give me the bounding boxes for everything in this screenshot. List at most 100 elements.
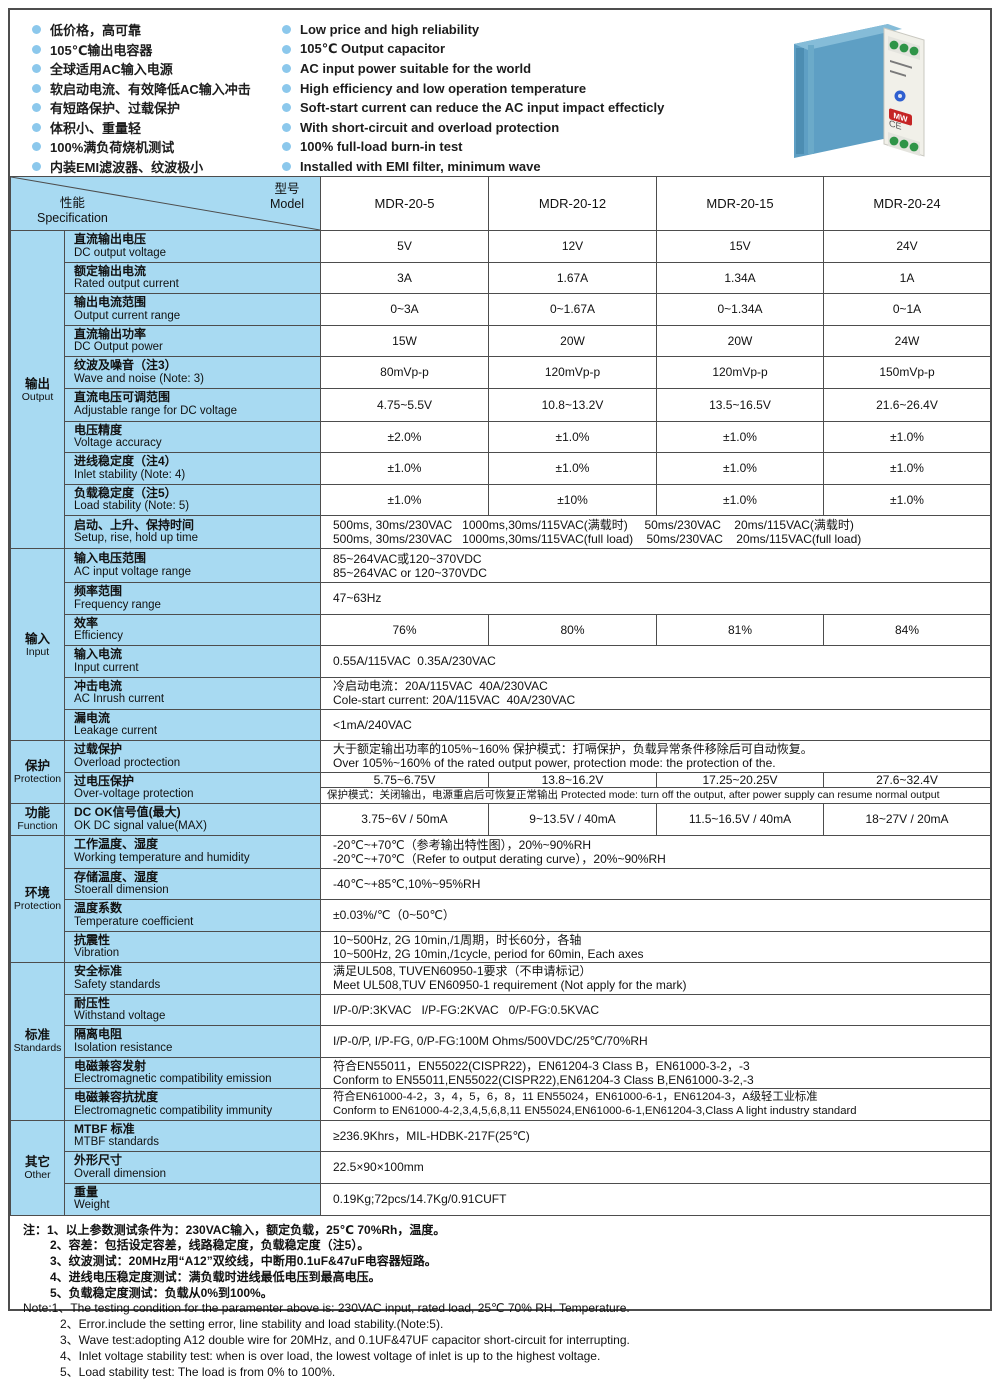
cell-value: 4.75~5.5V xyxy=(321,388,489,421)
cell-value-span: -40℃~+85℃,10%~95%RH xyxy=(321,868,991,900)
cell-value: ±1.0% xyxy=(824,484,991,516)
cell-value: 0~1.34A xyxy=(657,294,824,326)
note-line: 3、纹波测试：20MHz用“A12”双绞线，中断用0.1uF&47uF电容器短路… xyxy=(23,1254,990,1270)
cell-value: 15W xyxy=(321,325,489,357)
cell-value-span: ±0.03%/℃（0~50℃） xyxy=(321,900,991,932)
cell-value: 9~13.5V / 40mA xyxy=(489,804,657,836)
cell-value: 13.8~16.2V xyxy=(489,772,657,787)
cell-value-span: 保护模式：关闭输出，电源重启后可恢复正常输出 Protected mode: t… xyxy=(321,787,991,803)
cell-value: 27.6~32.4V xyxy=(824,772,991,787)
cell-value: 0~1.67A xyxy=(489,294,657,326)
cell-value: 21.6~26.4V xyxy=(824,388,991,421)
features-list-zh: 低价格，高可靠 105℃输出电容器 全球适用AC输入电源 软启动电流、有效降低A… xyxy=(32,20,251,176)
cell-value: ±1.0% xyxy=(489,453,657,485)
bullet-icon xyxy=(282,64,291,73)
cell-value-span: 500ms, 30ms/230VAC 1000ms,30ms/115VAC(满载… xyxy=(321,516,991,549)
cell-value: 13.5~16.5V xyxy=(657,388,824,421)
cell-value: 11.5~16.5V / 40mA xyxy=(657,804,824,836)
feature-item: 低价格，高可靠 xyxy=(32,20,251,40)
cell-value: 5.75~6.75V xyxy=(321,772,489,787)
cell-value: 1.34A xyxy=(657,262,824,294)
note-line: 3、Wave test:adopting A12 double wire for… xyxy=(23,1333,990,1349)
feature-item: 内装EMI滤波器、纹波极小 xyxy=(32,157,251,177)
bullet-icon xyxy=(32,162,41,171)
cell-value: 5V xyxy=(321,231,489,263)
model-column-header: MDR-20-15 xyxy=(657,177,824,231)
bullet-icon xyxy=(32,45,41,54)
row-label: 纹波及噪音（注3）Wave and noise (Note: 3) xyxy=(65,357,321,389)
datasheet-page: 低价格，高可靠 105℃输出电容器 全球适用AC输入电源 软启动电流、有效降低A… xyxy=(8,8,992,1311)
note-line: 5、负载稳定度测试：负载从0%到100%。 xyxy=(23,1286,990,1302)
cell-value-span: 符合EN55011，EN55022(CISPR22)，EN61204-3 Cla… xyxy=(321,1057,991,1089)
bullet-icon xyxy=(282,162,291,171)
model-column-header: MDR-20-24 xyxy=(824,177,991,231)
bullet-icon xyxy=(32,25,41,34)
feature-item: Low price and high reliability xyxy=(282,20,664,40)
feature-item: 105℃ Output capacitor xyxy=(282,40,664,60)
cell-value-span: 47~63Hz xyxy=(321,583,991,615)
cell-value-span: ≥236.9Khrs，MIL-HDBK-217F(25℃) xyxy=(321,1120,991,1152)
cell-value-span: <1mA/240VAC xyxy=(321,709,991,741)
model-column-header: MDR-20-5 xyxy=(321,177,489,231)
cell-value: ±1.0% xyxy=(824,453,991,485)
cell-value: ±1.0% xyxy=(321,453,489,485)
cell-value: ±1.0% xyxy=(824,421,991,453)
feature-item: 体积小、重量轻 xyxy=(32,118,251,138)
note-line: 4、进线电压稳定度测试：满负载时进线最低电压到最高电压。 xyxy=(23,1270,990,1286)
row-label: DC OK信号值(最大)OK DC signal value(MAX) xyxy=(65,804,321,836)
cell-value: 76% xyxy=(321,614,489,646)
bullet-icon xyxy=(32,103,41,112)
bullet-icon xyxy=(282,142,291,151)
cell-value-span: 22.5×90×100mm xyxy=(321,1152,991,1184)
cell-value: 150mVp-p xyxy=(824,357,991,389)
note-line: 2、容差：包括设定容差，线路稳定度，负载稳定度（注5）。 xyxy=(23,1238,990,1254)
cell-value: 80mVp-p xyxy=(321,357,489,389)
cell-value-span: 满足UL508, TUVEN60950-1要求（不申请标记）Meet UL508… xyxy=(321,963,991,995)
cell-value: 1.67A xyxy=(489,262,657,294)
cell-value: 3.75~6V / 50mA xyxy=(321,804,489,836)
cell-value: 80% xyxy=(489,614,657,646)
bullet-icon xyxy=(32,142,41,151)
cell-value: ±2.0% xyxy=(321,421,489,453)
cell-value: 18~27V / 20mA xyxy=(824,804,991,836)
cell-value-span: I/P-0/P, I/P-FG, 0/P-FG:100M Ohms/500VDC… xyxy=(321,1026,991,1058)
note-line: Note:1、The testing condition for the par… xyxy=(23,1301,990,1317)
cell-value-span: I/P-0/P:3KVAC I/P-FG:2KVAC 0/P-FG:0.5KVA… xyxy=(321,994,991,1026)
feature-item: 全球适用AC输入电源 xyxy=(32,59,251,79)
cell-value: 12V xyxy=(489,231,657,263)
cell-value: 0~3A xyxy=(321,294,489,326)
bullet-icon xyxy=(282,123,291,132)
note-line: 注：1、以上参数测试条件为：230VAC输入，额定负载，25℃ 70%Rh，温度… xyxy=(23,1223,990,1239)
cell-value: 20W xyxy=(489,325,657,357)
cell-value: 24V xyxy=(824,231,991,263)
features-section: 低价格，高可靠 105℃输出电容器 全球适用AC输入电源 软启动电流、有效降低A… xyxy=(10,10,990,176)
cell-value-span: 符合EN61000-4-2，3，4，5，6，8，11 EN55024，EN610… xyxy=(321,1089,991,1121)
cell-value: 120mVp-p xyxy=(657,357,824,389)
cell-value-span: 大于额定输出功率的105%~160% 保护模式：打嗝保护，负载异常条件移除后可自… xyxy=(321,741,991,773)
feature-item: High efficiency and low operation temper… xyxy=(282,79,664,99)
